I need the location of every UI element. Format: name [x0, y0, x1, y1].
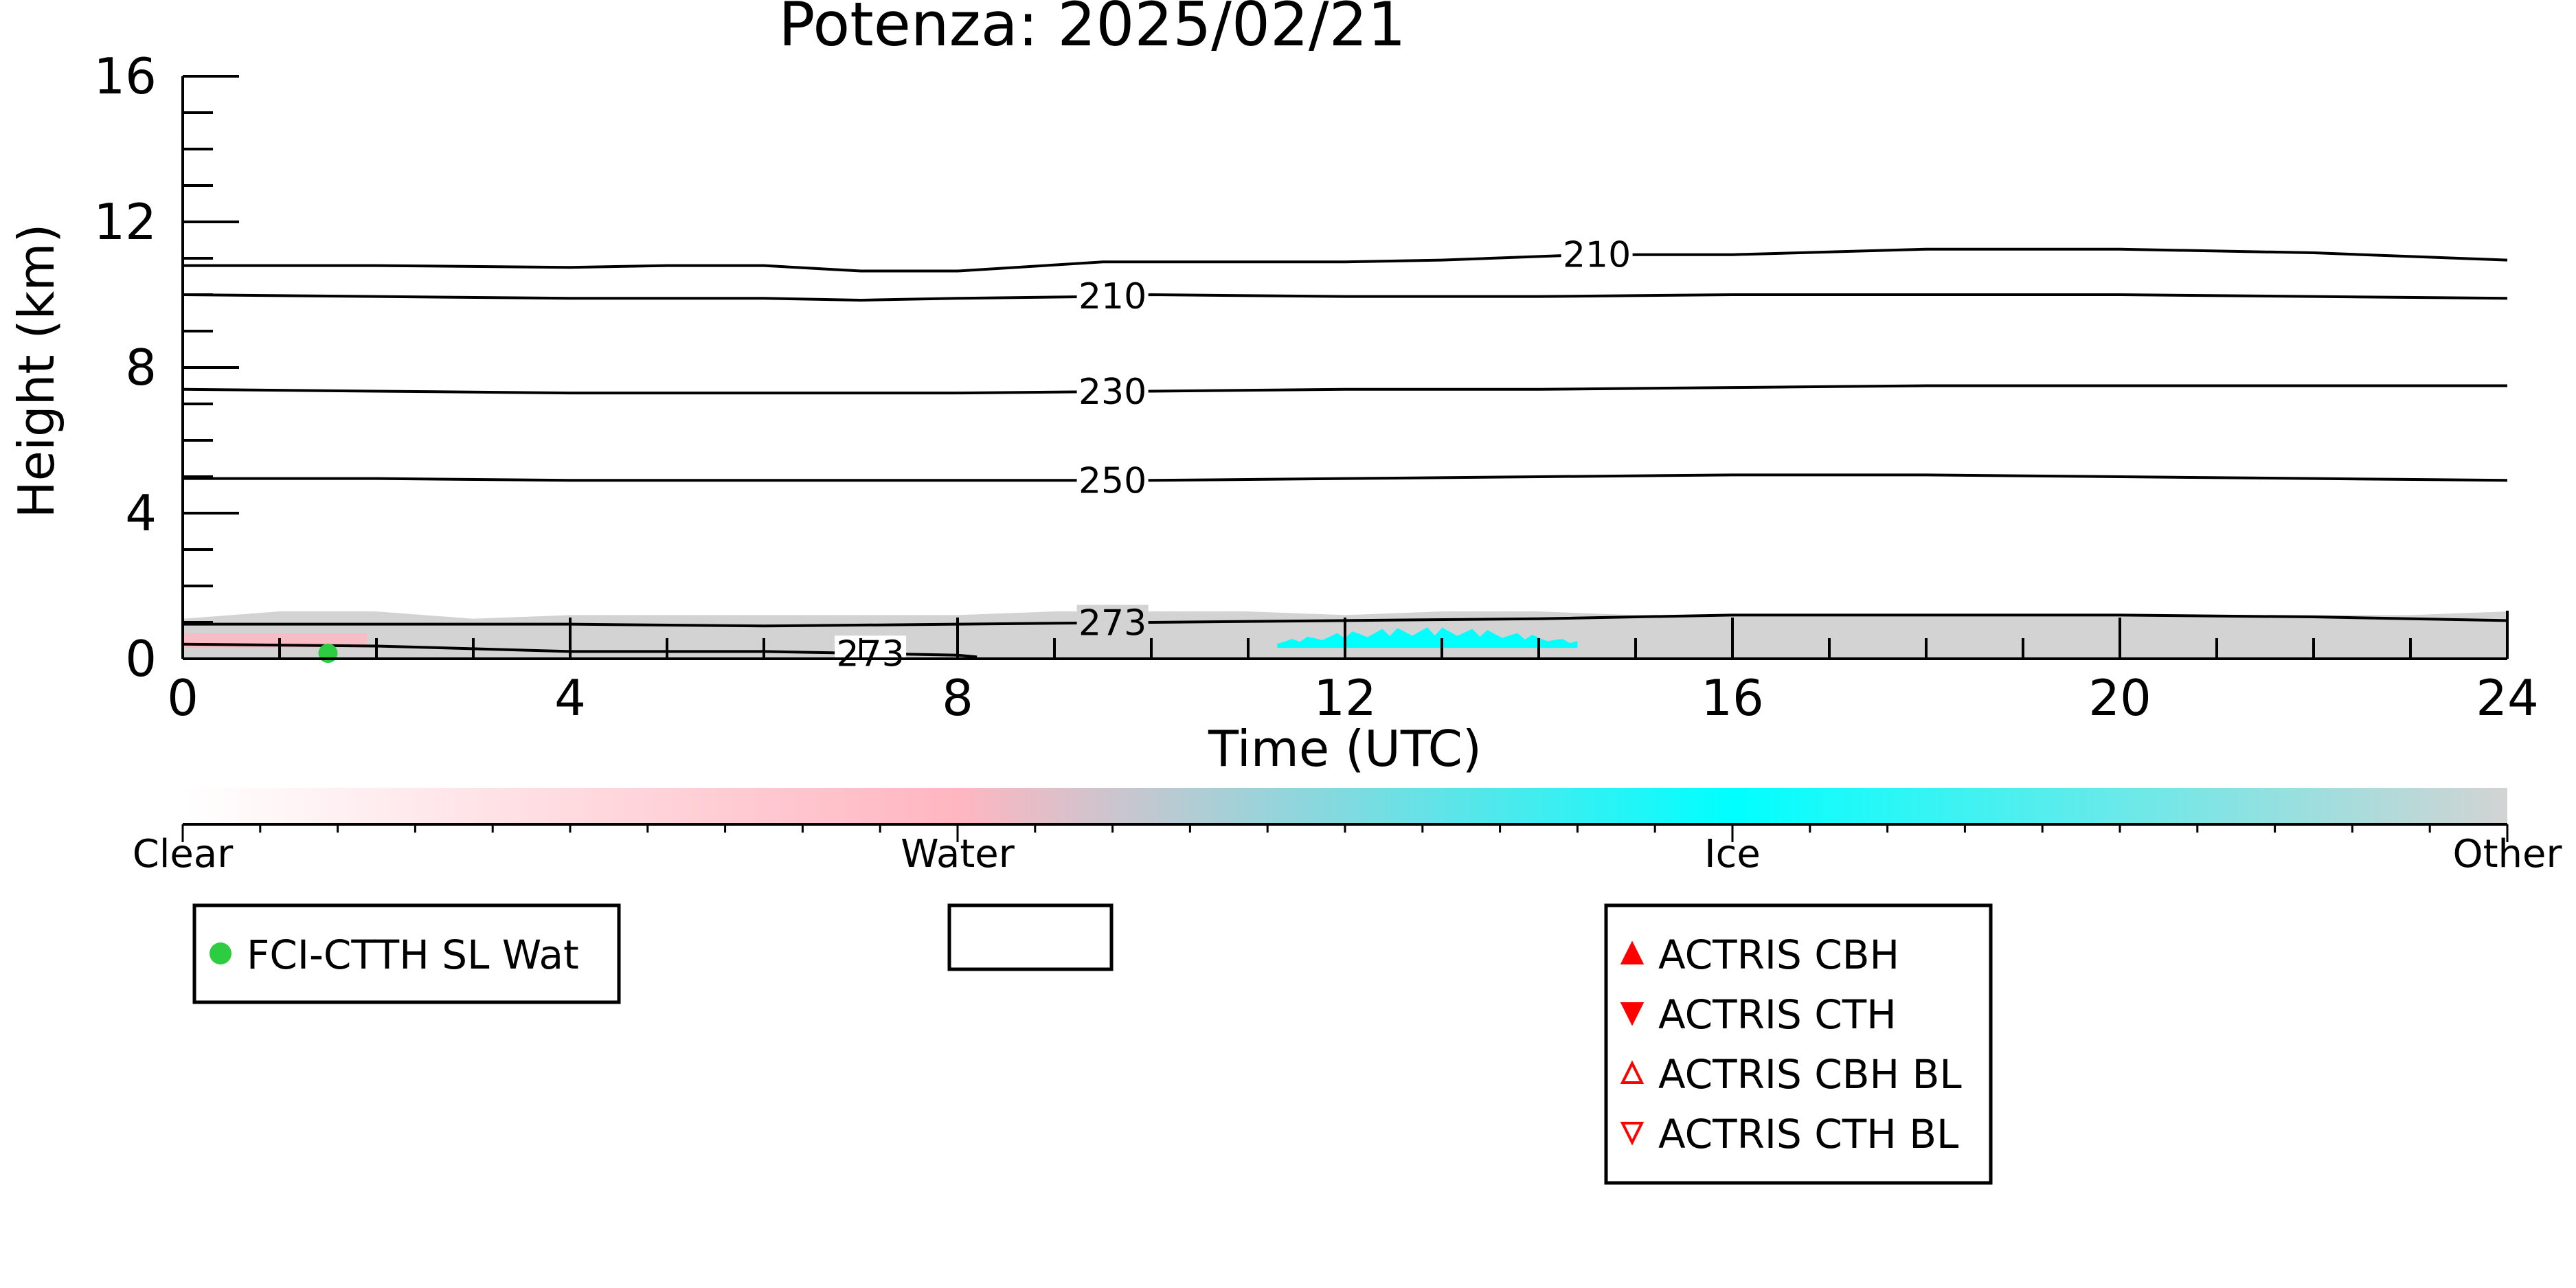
contour-label: 273 — [836, 633, 904, 675]
legend-entry-label: ACTRIS CTH — [1658, 991, 1897, 1038]
plot-area: 210 210 230 250 273 273 0 4 8 12 16 0 4 8 12 16 20 24 — [93, 47, 2538, 727]
legend-entry-label: FCI-CTTH SL Wat — [247, 931, 579, 978]
contour-label-bg — [1076, 373, 1149, 409]
contour-line-210 — [183, 247, 2508, 273]
legend-box — [1604, 903, 1993, 1185]
x-axis-label: Time (UTC) — [1208, 720, 1482, 778]
y-tick-label: 16 — [93, 47, 157, 105]
chart-title: Potenza: 2025/02/21 — [778, 0, 1405, 60]
colorbar-gradient — [183, 788, 2507, 824]
legend-box — [947, 903, 1114, 971]
legend-marker-triangle-down — [1620, 1122, 1645, 1146]
colorbar-label: Water — [901, 832, 1015, 877]
contour-label: 210 — [1078, 276, 1146, 317]
legend-entry-label: ACTRIS CBH BL — [1658, 1051, 1962, 1098]
y-tick-label: 8 — [125, 339, 157, 396]
y-tick-label: 4 — [125, 484, 157, 542]
legend-marker-triangle-down — [1620, 1002, 1645, 1026]
y-tick-label: 12 — [93, 193, 157, 251]
contour-line-230 — [182, 384, 2507, 395]
x-tick-label: 8 — [942, 669, 973, 727]
colorbar-label: Other — [2452, 832, 2562, 877]
colorbar-label: Ice — [1704, 832, 1761, 877]
contour-label-bg — [1076, 278, 1149, 315]
axes: 0 4 8 12 16 0 4 8 12 16 20 24 — [93, 47, 2538, 727]
y-tick-label: 0 — [125, 630, 157, 688]
x-tick-label: 12 — [1313, 669, 1377, 727]
contour-label: 273 — [1078, 603, 1146, 644]
contour-line-250 — [183, 473, 2508, 482]
x-tick-label: 16 — [1701, 669, 1764, 727]
legend-boxes: FCI-CTTH SL Wat ACTRIS CBH ACTRIS CTH ACTRI… — [192, 903, 1993, 1185]
contour-label: 250 — [1078, 460, 1146, 501]
colorbar-label: Clear — [133, 832, 234, 877]
contour-line-210 — [182, 293, 2508, 302]
legend-marker-triangle-up — [1620, 1060, 1645, 1084]
contour-label-bg — [835, 635, 907, 672]
legend-box — [192, 903, 621, 1004]
legend-marker-circle — [210, 942, 231, 964]
contour-label-bg — [1076, 462, 1149, 499]
contour-label-bg — [1561, 236, 1633, 273]
phase-colorbar: Clear Water Ice Other — [133, 788, 2562, 877]
x-tick-label: 20 — [2088, 669, 2151, 727]
x-tick-label: 4 — [554, 669, 586, 727]
legend-marker-triangle-up — [1620, 940, 1645, 964]
y-axis-label: Height (km) — [8, 224, 65, 519]
legend-entry-label: ACTRIS CTH BL — [1658, 1111, 1958, 1157]
legend-entry-label: ACTRIS CBH — [1658, 931, 1899, 978]
contour-label: 230 — [1078, 372, 1146, 413]
contour-label-bg — [1076, 605, 1149, 641]
x-tick-label: 24 — [2476, 669, 2539, 727]
contour-label: 210 — [1563, 235, 1631, 276]
ice-patch — [1277, 627, 1578, 648]
x-tick-label: 0 — [167, 669, 199, 727]
temperature-contours: 210 210 230 250 273 273 — [182, 235, 2508, 675]
